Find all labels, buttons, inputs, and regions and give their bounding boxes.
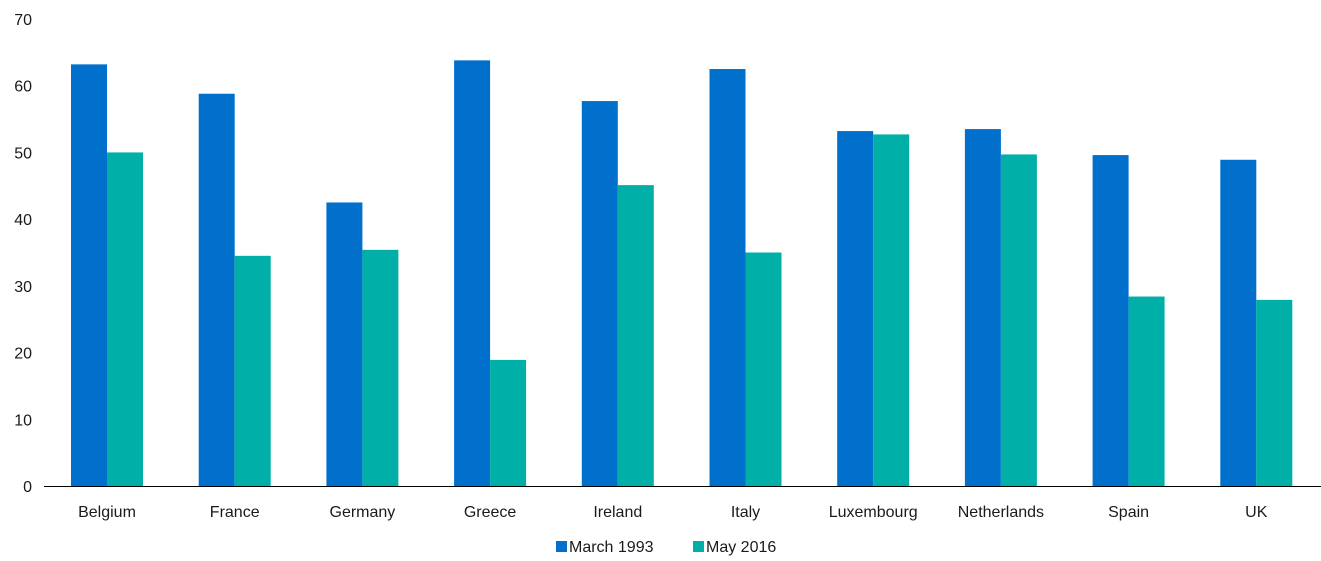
x-category-label: Italy bbox=[731, 504, 760, 521]
bar-may-2016-netherlands bbox=[1000, 154, 1037, 486]
x-category-label: France bbox=[210, 504, 260, 521]
bars bbox=[71, 60, 1293, 487]
legend: March 1993 May 2016 bbox=[556, 539, 776, 556]
bar-may-2016-germany bbox=[362, 249, 399, 486]
legend-swatch bbox=[693, 541, 704, 552]
legend-label: March 1993 bbox=[569, 539, 654, 556]
y-tick-label: 70 bbox=[14, 12, 32, 29]
bar-may-2016-spain bbox=[1128, 296, 1165, 486]
bar-march-1993-uk bbox=[1220, 159, 1257, 486]
x-category-label: Netherlands bbox=[958, 504, 1044, 521]
bar-march-1993-spain bbox=[1092, 155, 1129, 486]
x-category-label: Ireland bbox=[593, 504, 642, 521]
x-category-label: UK bbox=[1245, 504, 1268, 521]
bar-march-1993-france bbox=[198, 93, 235, 486]
y-axis-tick-labels: 0 10 20 30 40 50 60 70 bbox=[14, 12, 32, 496]
bar-may-2016-italy bbox=[745, 252, 782, 486]
bar-may-2016-uk bbox=[1256, 299, 1293, 486]
y-tick-label: 60 bbox=[14, 79, 32, 96]
bar-may-2016-luxembourg bbox=[873, 134, 910, 486]
legend-swatch bbox=[556, 541, 567, 552]
bar-may-2016-france bbox=[234, 255, 271, 486]
x-category-label: Belgium bbox=[78, 504, 136, 521]
bar-march-1993-italy bbox=[709, 69, 746, 487]
y-tick-label: 10 bbox=[14, 412, 32, 429]
x-category-label: Greece bbox=[464, 504, 517, 521]
bar-may-2016-greece bbox=[490, 359, 527, 486]
bar-march-1993-belgium bbox=[71, 64, 107, 486]
bar-march-1993-netherlands bbox=[964, 129, 1001, 487]
bar-may-2016-belgium bbox=[107, 152, 143, 486]
y-tick-label: 50 bbox=[14, 145, 32, 162]
bar-march-1993-luxembourg bbox=[837, 131, 874, 486]
bar-march-1993-greece bbox=[454, 60, 491, 487]
x-category-label: Spain bbox=[1108, 504, 1149, 521]
x-axis-category-labels: Belgium France Germany Greece Ireland Italy Lu… bbox=[78, 504, 1268, 521]
y-tick-label: 20 bbox=[14, 346, 32, 363]
bar-march-1993-ireland bbox=[581, 101, 618, 487]
legend-label: May 2016 bbox=[706, 539, 776, 556]
x-category-label: Germany bbox=[330, 504, 396, 521]
y-tick-label: 30 bbox=[14, 279, 32, 296]
bar-may-2016-ireland bbox=[617, 185, 654, 486]
y-tick-label: 0 bbox=[23, 479, 32, 496]
x-category-label: Luxembourg bbox=[829, 504, 918, 521]
y-tick-label: 40 bbox=[14, 212, 32, 229]
bar-march-1993-germany bbox=[326, 202, 363, 486]
